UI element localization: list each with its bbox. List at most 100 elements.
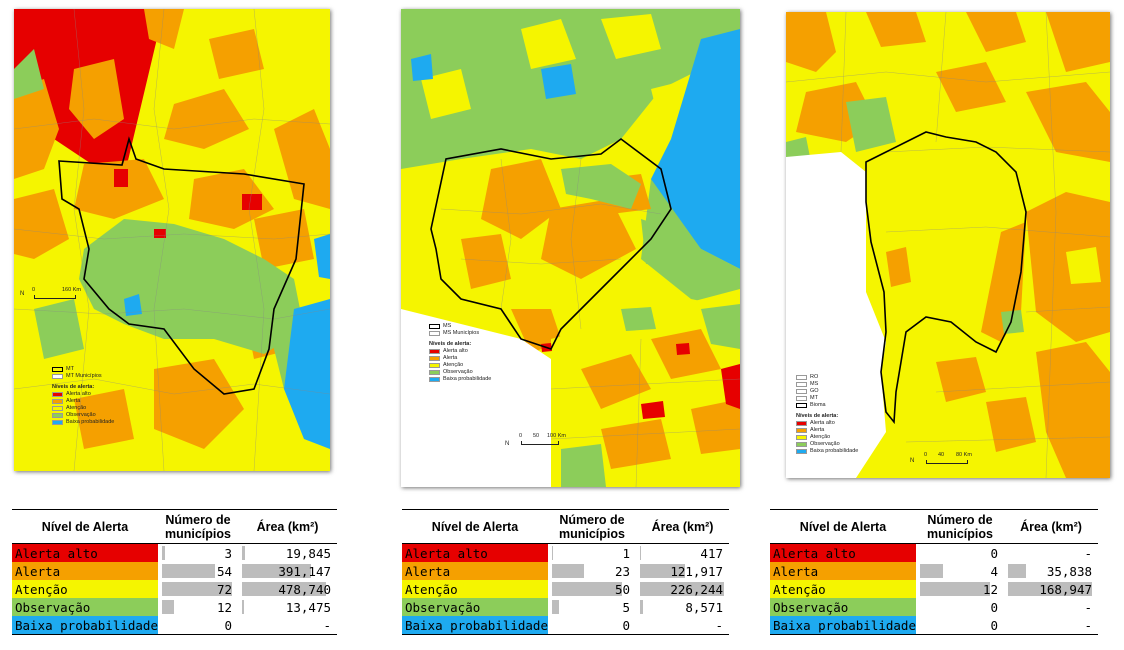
municipios-count-cell: 72 xyxy=(158,580,238,598)
municipios-count: 12 xyxy=(216,599,232,615)
municipios-count: 72 xyxy=(216,581,232,597)
legend-swatch-alerta-alto xyxy=(429,349,440,354)
table-row: Observação 12 13,475 xyxy=(12,598,337,616)
scale-mid-ms: 50 xyxy=(533,433,540,439)
legend-swatch-observacao xyxy=(52,413,63,418)
legend-item: Baixa probabilidade xyxy=(66,419,115,425)
header-area: Área (km²) xyxy=(636,509,729,544)
legend-item: Alerta alto xyxy=(66,391,91,397)
municipios-count-cell: 0 xyxy=(158,616,238,635)
scale-zero-mt: 0 xyxy=(32,287,36,293)
scale-zero-ms: 0 xyxy=(519,433,523,439)
municipios-count-cell: 23 xyxy=(548,562,636,580)
area-cell: 391,147 xyxy=(238,562,337,580)
legend-swatch-state xyxy=(796,382,807,387)
map-ms-canvas xyxy=(401,9,740,487)
municipios-count-cell: 12 xyxy=(158,598,238,616)
legend-item: Alerta xyxy=(66,398,81,404)
area-value: 13,475 xyxy=(285,599,331,615)
legend-swatch-atencao xyxy=(796,435,807,440)
table-row: Alerta alto 1 417 xyxy=(402,543,729,563)
municipios-count-cell: 0 xyxy=(916,598,1004,616)
legend-ms: MS MS Municípios Níveis de alerta: Alert… xyxy=(429,323,491,383)
legend-swatch-municipios xyxy=(429,331,440,336)
legend-swatch-alerta xyxy=(429,356,440,361)
area-cell: 35,838 xyxy=(1004,562,1098,580)
alert-level-label: Baixa probabilidade xyxy=(12,616,158,635)
count-databar xyxy=(162,582,232,596)
header-area: Área (km²) xyxy=(1004,509,1098,544)
legend-item: Alerta xyxy=(810,427,825,433)
header-count: Número de municípios xyxy=(158,509,238,544)
count-databar xyxy=(552,546,554,560)
area-value: 19,845 xyxy=(285,545,331,561)
map-panel-mt: N 0 80 160 Km MT MT Municípios Níveis de… xyxy=(14,9,330,471)
area-cell: 226,244 xyxy=(636,580,729,598)
alert-level-label: Alerta alto xyxy=(402,543,548,562)
area-cell: - xyxy=(1004,544,1098,563)
municipios-count-cell: 4 xyxy=(916,562,1004,580)
municipios-count-cell: 5 xyxy=(548,598,636,616)
municipios-count-cell: 54 xyxy=(158,562,238,580)
legend-title: Níveis de alerta: xyxy=(52,384,95,390)
map-mt-canvas xyxy=(14,9,330,471)
legend-municipios-label: MT Municípios xyxy=(66,373,102,379)
alert-level-label: Baixa probabilidade xyxy=(770,616,916,635)
summary-table-pantanal: Nível de Alerta Número de municípios Áre… xyxy=(770,509,1098,635)
area-value: 121,917 xyxy=(670,563,723,579)
legend-swatch-alerta-alto xyxy=(796,421,807,426)
area-value: 391,147 xyxy=(278,563,331,579)
legend-swatch-baixa xyxy=(52,420,63,425)
header-level: Nível de Alerta xyxy=(770,509,916,544)
legend-state-label: RO xyxy=(810,374,819,380)
municipios-count: 4 xyxy=(990,563,998,579)
alert-level-label: Alerta xyxy=(402,562,548,580)
area-cell: 8,571 xyxy=(636,598,729,616)
table-row: Atenção 72 478,740 xyxy=(12,580,337,598)
area-cell: - xyxy=(1004,616,1098,635)
legend-state-label: MS xyxy=(810,381,819,387)
municipios-count-cell: 1 xyxy=(548,544,636,563)
alert-level-label: Atenção xyxy=(12,580,158,598)
municipios-count: 12 xyxy=(982,581,998,597)
table-row: Alerta 54 391,147 xyxy=(12,562,337,580)
legend-swatch-state xyxy=(796,375,807,380)
legend-title: Níveis de alerta: xyxy=(429,341,472,347)
legend-swatch-state xyxy=(796,389,807,394)
municipios-count: 50 xyxy=(614,581,630,597)
municipios-count-cell: 0 xyxy=(916,616,1004,635)
area-cell: - xyxy=(636,616,729,635)
area-databar xyxy=(242,564,311,578)
map-panel-pantanal: RO MS GO MT Bioma Níveis de alerta: Aler… xyxy=(786,12,1110,478)
table-row: Baixa probabilidade 0 - xyxy=(12,616,337,635)
legend-item: Atenção xyxy=(66,405,87,411)
legend-swatch-boundary xyxy=(429,324,440,329)
legend-item: Atenção xyxy=(443,362,464,368)
municipios-count: 0 xyxy=(224,617,232,633)
scale-end-mt: 160 Km xyxy=(62,287,81,293)
legend-boundary-label: MT xyxy=(66,366,74,372)
table-row: Alerta 23 121,917 xyxy=(402,562,729,580)
count-databar xyxy=(552,600,559,614)
table-row: Alerta alto 3 19,845 xyxy=(12,543,337,563)
legend-swatch-observacao xyxy=(429,370,440,375)
legend-municipios-label: MS Municípios xyxy=(443,330,480,336)
municipios-count-cell: 3 xyxy=(158,544,238,563)
alert-level-label: Alerta alto xyxy=(770,543,916,562)
legend-item: Baixa probabilidade xyxy=(810,448,859,454)
area-value: 226,244 xyxy=(670,581,723,597)
header-level: Nível de Alerta xyxy=(402,509,548,544)
table-row: Observação 0 - xyxy=(770,598,1098,616)
alert-level-label: Observação xyxy=(402,598,548,616)
municipios-count: 23 xyxy=(614,563,630,579)
legend-item: Observação xyxy=(810,441,840,447)
header-level: Nível de Alerta xyxy=(12,509,158,544)
area-cell: 478,740 xyxy=(238,580,337,598)
legend-title: Níveis de alerta: xyxy=(796,413,839,419)
area-value: - xyxy=(323,617,331,633)
legend-swatch-boundary xyxy=(52,367,63,372)
table-row: Baixa probabilidade 0 - xyxy=(770,616,1098,635)
legend-item: Atenção xyxy=(810,434,831,440)
municipios-count: 3 xyxy=(224,545,232,561)
map-panel-ms: MS MS Municípios Níveis de alerta: Alert… xyxy=(401,9,740,487)
